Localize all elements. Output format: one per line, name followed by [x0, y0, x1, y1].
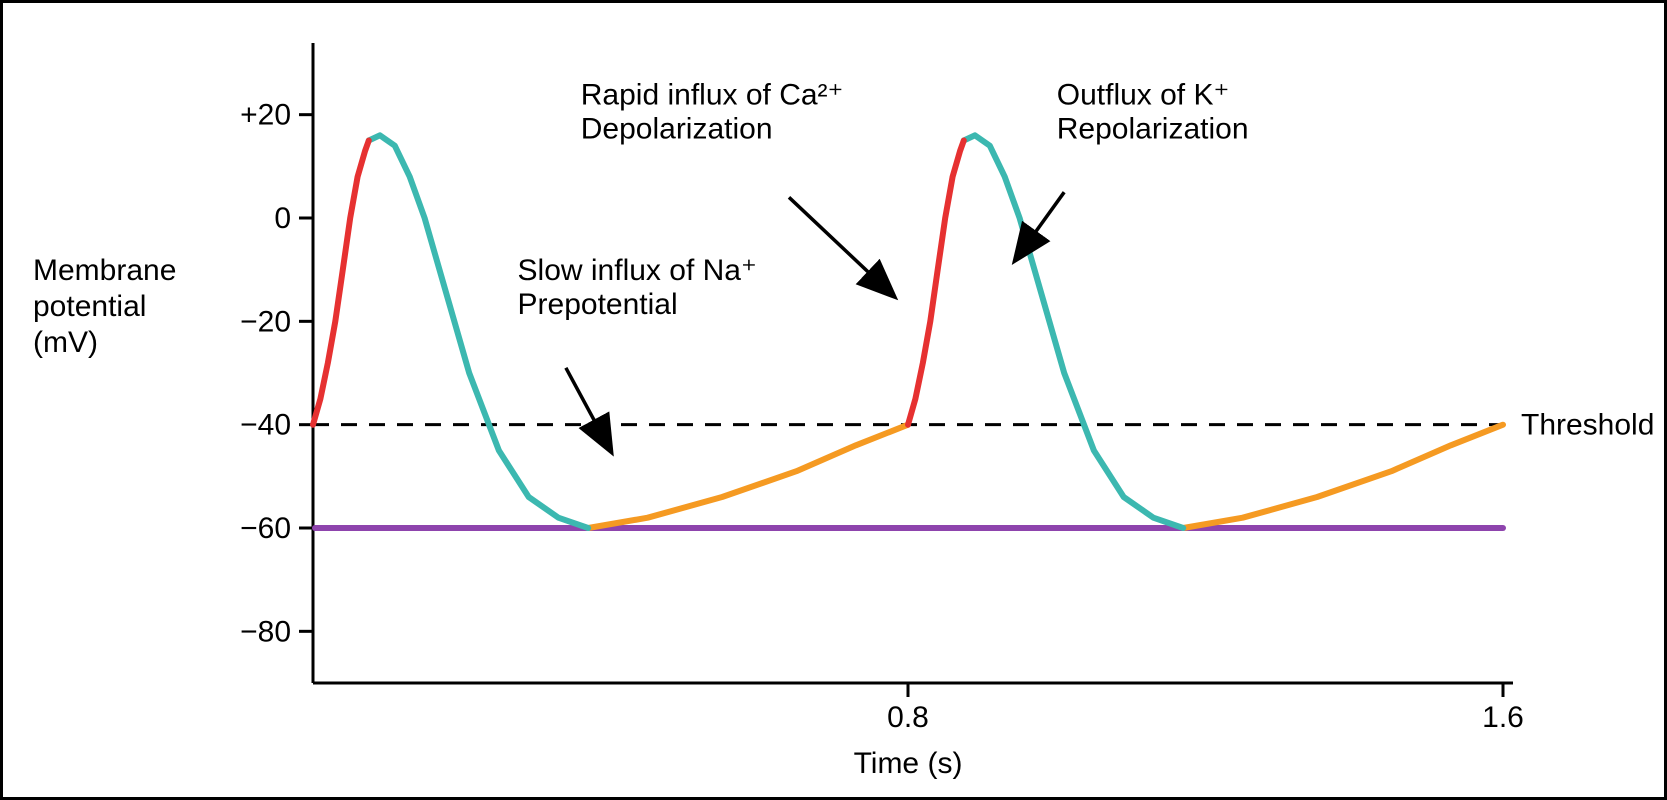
- y-tick-label: −60: [240, 512, 291, 545]
- prepotential-2: [1183, 425, 1503, 528]
- y-tick-label: −40: [240, 409, 291, 442]
- y-tick-label: −20: [240, 305, 291, 338]
- x-tick-label: 1.6: [1482, 701, 1524, 734]
- depolarization-2: [908, 141, 964, 425]
- y-tick-label: −80: [240, 615, 291, 648]
- threshold-label: Threshold: [1521, 409, 1654, 442]
- prepotential-1: [588, 425, 908, 528]
- y-axis-label: Membranepotential(mV): [33, 254, 176, 359]
- y-tick-label: +20: [240, 99, 291, 132]
- annotation-arrow-prepotential: [566, 368, 611, 451]
- x-tick-label: 0.8: [887, 701, 929, 734]
- annotation-prepotential: Slow influx of Na⁺Prepotential: [518, 254, 757, 321]
- chart-svg: +20 0 −20 −40 −60 −80 0.8 1.6 Membranepotential(…: [3, 3, 1664, 797]
- annotation-depolarization: Rapid influx of Ca²⁺Depolarization: [581, 78, 844, 145]
- depolarization-1: [313, 141, 369, 425]
- annotation-repolarization: Outflux of K⁺Repolarization: [1057, 78, 1249, 145]
- y-tick-label: 0: [274, 202, 291, 235]
- repolarization-1: [369, 135, 588, 528]
- annotation-arrow-depolarization: [789, 197, 893, 295]
- x-axis-label: Time (s): [854, 747, 963, 780]
- chart-frame: +20 0 −20 −40 −60 −80 0.8 1.6 Membranepotential(…: [0, 0, 1667, 800]
- repolarization-2: [964, 135, 1183, 528]
